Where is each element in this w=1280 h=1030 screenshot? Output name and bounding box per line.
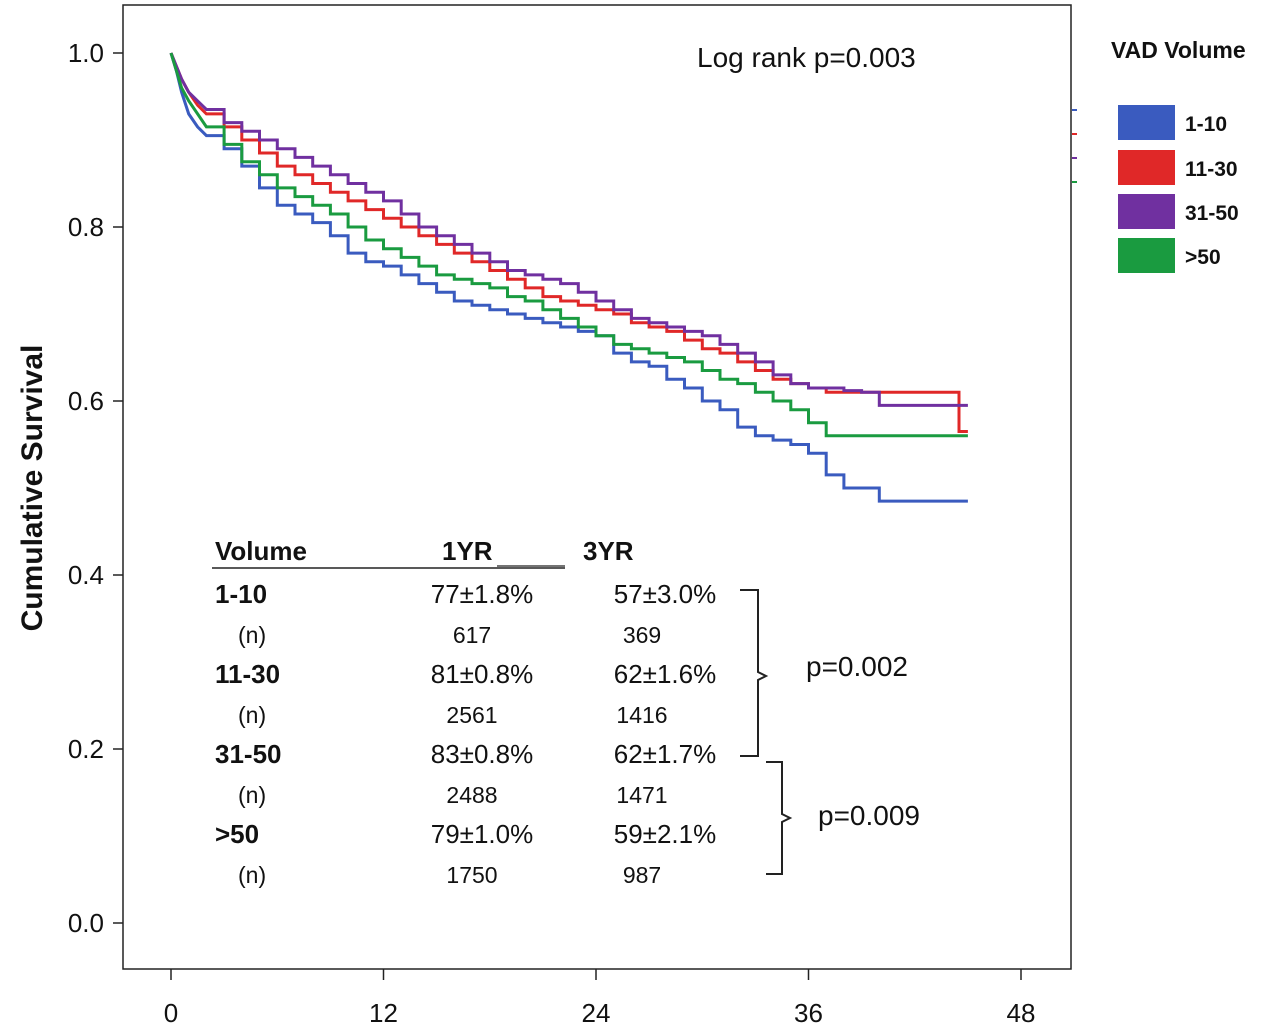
series-line-1-10	[169, 52, 968, 503]
legend-label: 11-30	[1185, 158, 1238, 181]
log-rank-annotation: Log rank p=0.003	[697, 42, 916, 73]
y-tick-label: 0.2	[68, 734, 104, 764]
table-1yr-value: 81±0.8%	[431, 659, 533, 689]
table-n-label: (n)	[238, 702, 266, 728]
plot-frame	[122, 4, 1072, 970]
table-header-3yr: 3YR	[583, 536, 634, 566]
x-axis: 0 12 24 36 48	[164, 969, 1036, 1028]
table-n-label: (n)	[238, 782, 266, 808]
legend-swatch	[1118, 238, 1175, 273]
table-n-1yr: 1750	[446, 862, 497, 888]
x-tick-label: 0	[164, 998, 178, 1028]
legend-title: VAD Volume	[1111, 37, 1246, 63]
table-n-label: (n)	[238, 862, 266, 888]
legend-swatch	[1118, 194, 1175, 229]
legend-swatch	[1118, 105, 1175, 140]
legend-label: 1-10	[1185, 113, 1227, 136]
table-n-3yr: 369	[623, 622, 661, 648]
bracket-1	[740, 589, 769, 757]
bracket-1-label: p=0.002	[806, 651, 908, 682]
table-n-3yr: 987	[623, 862, 661, 888]
table-header-volume: Volume	[215, 536, 307, 566]
survival-curves	[169, 52, 968, 503]
x-tick-label: 12	[369, 998, 398, 1028]
table-volume-label: >50	[215, 819, 259, 849]
table-1yr-value: 77±1.8%	[431, 579, 533, 609]
legend-swatch	[1118, 150, 1175, 185]
x-tick-label: 48	[1007, 998, 1036, 1028]
table-3yr-value: 62±1.6%	[614, 659, 716, 689]
table-n-1yr: 2561	[446, 702, 497, 728]
table-volume-label: 11-30	[215, 659, 280, 689]
table-n-3yr: 1471	[616, 782, 667, 808]
y-axis: 0.0 0.2 0.4 0.6 0.8 1.0	[68, 38, 123, 938]
table-1yr-value: 79±1.0%	[431, 819, 533, 849]
legend: VAD Volume 1-10 11-30 31-50 >50	[1072, 37, 1246, 273]
bracket-2-label: p=0.009	[818, 800, 920, 831]
x-tick-label: 36	[794, 998, 823, 1028]
y-tick-label: 0.8	[68, 212, 104, 242]
table-volume-label: 1-10	[215, 579, 267, 609]
y-tick-label: 1.0	[68, 38, 104, 68]
table-n-1yr: 2488	[446, 782, 497, 808]
y-tick-label: 0.0	[68, 908, 104, 938]
table-3yr-value: 59±2.1%	[614, 819, 716, 849]
table-header-1yr: 1YR	[442, 536, 493, 566]
series-line->50	[169, 52, 968, 438]
table-n-label: (n)	[238, 622, 266, 648]
bracket-2	[766, 761, 793, 875]
table-3yr-value: 57±3.0%	[614, 579, 716, 609]
y-tick-label: 0.6	[68, 386, 104, 416]
series-line-31-50	[169, 52, 968, 407]
survival-table: Volume 1YR 3YR 1-10 77±1.8% 57±3.0% (n) 617 3…	[212, 536, 920, 888]
x-tick-label: 24	[582, 998, 611, 1028]
table-1yr-value: 83±0.8%	[431, 739, 533, 769]
table-n-3yr: 1416	[616, 702, 667, 728]
legend-label: 31-50	[1185, 202, 1239, 225]
y-axis-label: Cumulative Survival	[16, 345, 49, 632]
legend-label: >50	[1185, 246, 1221, 269]
series-line-11-30	[169, 52, 968, 433]
table-volume-label: 31-50	[215, 739, 282, 769]
y-tick-label: 0.4	[68, 560, 104, 590]
table-n-1yr: 617	[453, 622, 491, 648]
table-3yr-value: 62±1.7%	[614, 739, 716, 769]
